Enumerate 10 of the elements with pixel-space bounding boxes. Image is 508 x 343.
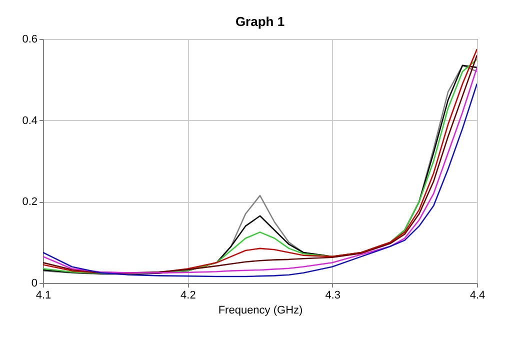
x-tick-label: 4.2	[180, 290, 196, 302]
y-tick-label: 0.2	[22, 196, 38, 208]
y-tick-label: 0.6	[22, 34, 38, 46]
x-tick-label: 4.3	[325, 290, 340, 302]
chart-title: Graph 1	[235, 14, 285, 29]
y-tick-label: 0	[31, 278, 38, 290]
x-axis-title: Frequency (GHz)	[218, 304, 303, 316]
x-tick-label: 4.4	[470, 290, 486, 302]
y-tick-label: 0.4	[22, 114, 38, 127]
x-tick-label: 4.1	[36, 290, 52, 302]
